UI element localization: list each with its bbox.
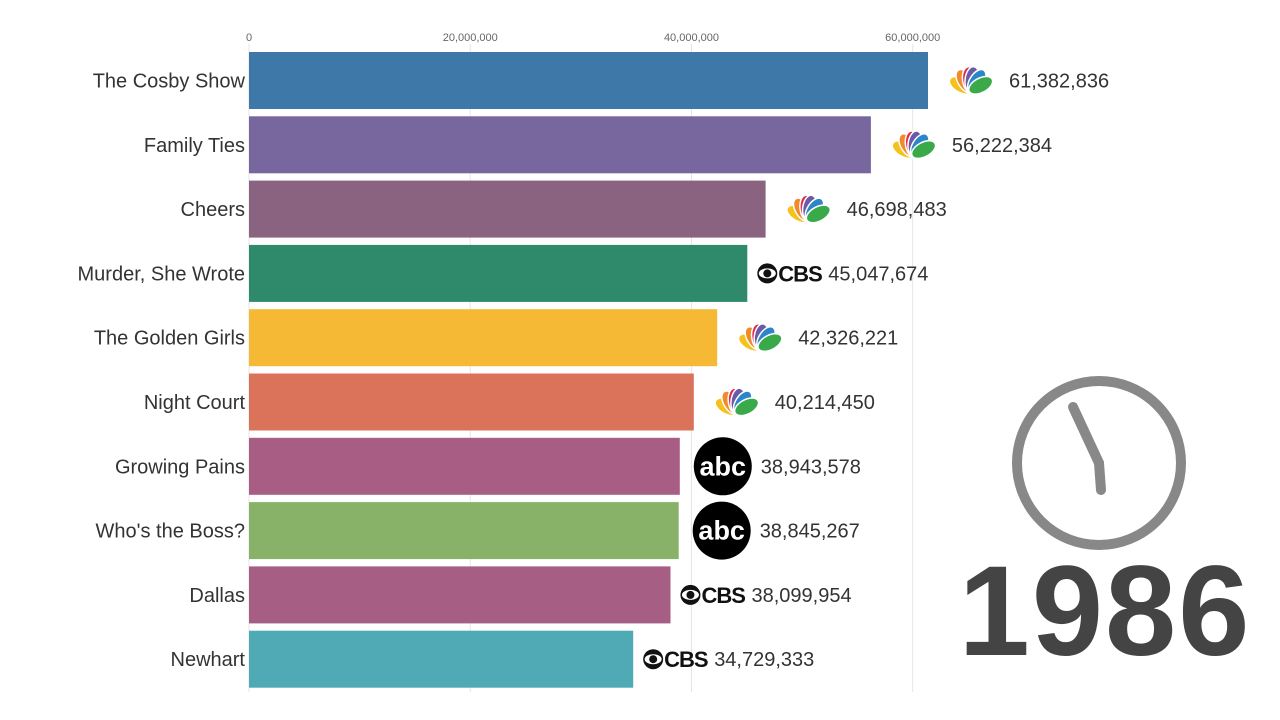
bar [249,309,718,367]
category-label: The Golden Girls [94,328,245,350]
nbc-peacock-icon [948,65,994,95]
category-label: Family Ties [144,135,245,157]
abc-logo-text: abc [698,516,745,546]
value-label: 34,729,333 [714,649,814,671]
value-label: 45,047,674 [828,263,928,285]
bar [249,566,671,624]
bar-row: Who's the Boss? abc 38,845,267 [96,501,860,560]
abc-circle [692,501,751,560]
category-label: Who's the Boss? [96,521,245,543]
abc-logo-icon: abc [692,501,751,560]
abc-logo-icon: abc [693,437,752,496]
category-label: Murder, She Wrote [78,263,245,285]
bar-row: Newhart CBS 34,729,333 [171,630,814,688]
bar [249,373,694,431]
x-tick-label: 60,000,000 [885,32,940,44]
cbs-logo-icon: CBS [643,647,709,672]
value-label: 38,099,954 [752,585,852,607]
nbc-peacock-icon [714,387,760,417]
bar [249,244,748,302]
category-label: Night Court [144,392,246,414]
value-label: 42,326,221 [798,328,898,350]
category-label: Growing Pains [115,456,245,478]
peacock-feather [967,75,994,95]
bar [249,180,766,238]
category-label: Newhart [171,649,246,671]
bar-row: The Cosby Show 61,382,836 [93,52,1109,109]
year-label: 1986 [958,540,1252,683]
peacock-feather [910,140,937,160]
bar [249,630,634,688]
value-label: 56,222,384 [952,135,1052,157]
cbs-eye-pupil [686,590,695,599]
cbs-eye-pupil [763,269,772,278]
cbs-logo-icon: CBS [680,583,746,608]
bar-row: Night Court 40,214,450 [144,373,875,431]
value-label: 38,845,267 [760,521,860,543]
bar-row: Growing Pains abc 38,943,578 [115,437,861,496]
abc-logo-text: abc [700,451,747,481]
bar-row: The Golden Girls 42,326,221 [94,309,898,367]
category-label: Cheers [181,199,245,221]
bar [249,502,679,560]
peacock-feather [805,204,832,224]
bar-row: Family Ties 56,222,384 [144,116,1052,174]
nbc-peacock-icon [737,323,783,353]
cbs-eye-pupil [649,655,658,664]
peacock-feather [757,332,783,353]
x-tick-label: 0 [246,32,252,44]
bar [249,52,928,109]
category-label: Dallas [189,585,245,607]
cbs-logo-icon: CBS [757,261,823,286]
x-tick-label: 40,000,000 [664,32,719,44]
value-label: 40,214,450 [775,392,875,414]
x-tick-label: 20,000,000 [443,32,498,44]
nbc-peacock-icon [786,194,832,224]
value-label: 61,382,836 [1009,71,1109,93]
peacock-feather [733,397,760,417]
bar-row: Murder, She Wrote CBS 45,047,674 [78,244,928,302]
cbs-logo-text: CBS [778,261,822,286]
bar [249,116,871,174]
cbs-logo-text: CBS [701,583,745,608]
bar-row: Cheers 46,698,483 [181,180,947,238]
bar-row: Dallas CBS 38,099,954 [189,566,852,624]
bar [249,437,680,495]
nbc-peacock-icon [891,130,937,160]
abc-circle [693,437,752,496]
cbs-logo-text: CBS [664,647,708,672]
category-label: The Cosby Show [93,71,246,93]
value-label: 46,698,483 [847,199,947,221]
value-label: 38,943,578 [761,456,861,478]
clock-icon [1012,376,1186,550]
